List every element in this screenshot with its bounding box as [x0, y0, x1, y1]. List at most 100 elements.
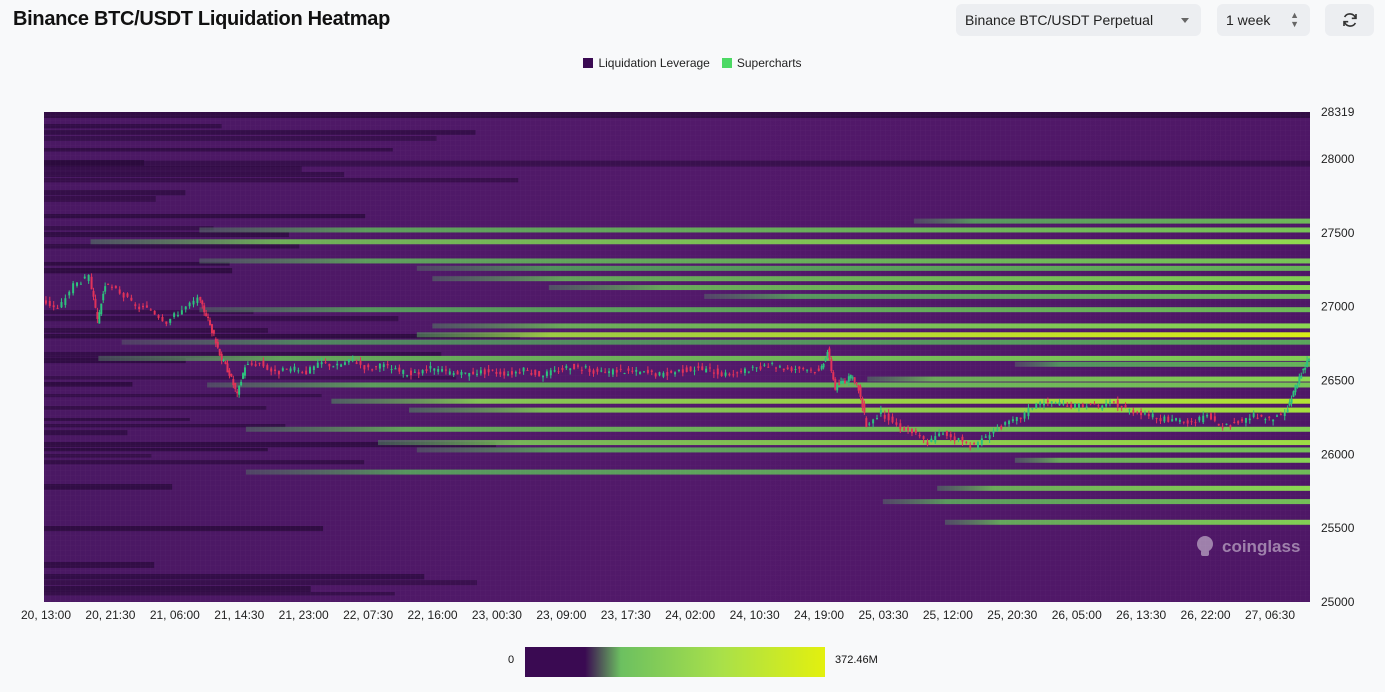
candle-body — [861, 398, 864, 408]
candle-body — [476, 373, 479, 375]
candle-body — [720, 372, 723, 377]
refresh-button[interactable] — [1325, 4, 1374, 36]
candle-body — [1175, 418, 1178, 421]
candle-body — [522, 367, 525, 372]
candle-body — [782, 368, 785, 371]
candle-body — [487, 369, 490, 373]
candle-body — [161, 316, 164, 322]
candle-body — [1283, 412, 1286, 416]
candle-body — [130, 297, 133, 301]
candle-body — [324, 362, 327, 364]
candle-body — [662, 372, 665, 377]
candle-body — [1000, 425, 1003, 429]
candle-body — [258, 362, 261, 364]
candle-body — [56, 307, 59, 309]
candle-body — [910, 428, 913, 434]
candle-body — [98, 312, 101, 324]
candle-body — [817, 368, 820, 371]
candle-body — [842, 380, 845, 384]
candle-body — [409, 370, 412, 376]
scale-max-label: 372.46M — [835, 654, 878, 666]
candle-body — [1132, 410, 1135, 414]
candle-body — [918, 435, 921, 437]
candle-body — [199, 296, 202, 301]
candle-body — [328, 363, 331, 367]
candle-body — [94, 298, 97, 308]
candle-body — [188, 302, 191, 307]
candle-body — [336, 363, 339, 366]
candle-body — [836, 384, 839, 391]
candle-body — [1109, 401, 1112, 403]
candle-body — [479, 370, 482, 374]
candle-body — [976, 442, 979, 448]
y-tick-label: 27500 — [1321, 226, 1355, 240]
candle-body — [1058, 402, 1061, 406]
candle-body — [1046, 400, 1049, 403]
candle-body — [863, 403, 866, 413]
candle-body — [771, 362, 774, 364]
candle-body — [425, 369, 428, 372]
y-tick-label: 25500 — [1321, 521, 1355, 535]
candle-body — [1031, 408, 1034, 410]
legend-item-liquidation[interactable]: Liquidation Leverage — [583, 56, 710, 70]
candle-body — [102, 293, 105, 301]
candle-body — [809, 369, 812, 371]
candle-body — [1244, 418, 1247, 423]
page-title: Binance BTC/USDT Liquidation Heatmap — [13, 8, 391, 30]
x-tick-label: 25, 12:00 — [923, 608, 973, 622]
candle-body — [843, 380, 846, 383]
candle-body — [615, 369, 618, 373]
candle-body — [205, 313, 208, 317]
candle-body — [879, 410, 882, 414]
candle-body — [865, 418, 868, 427]
heatmap-chart[interactable]: 28319 28000 27500 27000 26500 26000 25500 25000… — [0, 95, 1385, 630]
candle-body — [553, 370, 556, 372]
candle-body — [157, 315, 160, 318]
candle-body — [705, 368, 708, 373]
candle-body — [220, 353, 223, 361]
x-tick-label: 23, 00:30 — [472, 608, 522, 622]
candle-body — [984, 436, 987, 438]
candle-body — [549, 370, 552, 376]
candle-body — [895, 422, 898, 425]
candle-body — [1209, 413, 1212, 420]
candle-body — [1221, 426, 1224, 429]
candle-body — [495, 372, 498, 374]
candle-body — [293, 366, 296, 371]
candle-body — [857, 384, 860, 391]
candle-body — [242, 373, 245, 379]
candle-body — [138, 306, 141, 310]
candle-body — [79, 283, 82, 285]
candle-body — [238, 385, 241, 395]
candle-body — [859, 386, 862, 397]
candle-body — [1050, 401, 1053, 404]
candle-body — [887, 413, 890, 421]
candle-body — [666, 372, 669, 376]
candle-body — [402, 370, 405, 374]
candle-body — [464, 372, 467, 374]
candle-body — [834, 378, 837, 390]
candle-body — [52, 305, 55, 308]
legend-item-supercharts[interactable]: Supercharts — [721, 56, 802, 70]
symbol-select[interactable]: Binance BTC/USDT Perpetual — [956, 4, 1201, 36]
candle-body — [949, 434, 952, 438]
candle-body — [274, 369, 277, 372]
candle-body — [246, 364, 249, 366]
candle-body — [468, 372, 471, 377]
x-tick-label: 21, 06:00 — [150, 608, 200, 622]
candle-body — [775, 367, 778, 369]
candle-body — [1140, 410, 1143, 416]
candle-body — [104, 286, 107, 292]
candle-body — [1085, 406, 1088, 408]
candle-body — [355, 362, 358, 364]
candle-body — [243, 367, 246, 376]
candle-body — [872, 419, 875, 424]
candle-body — [210, 324, 213, 334]
candle-body — [153, 310, 156, 315]
period-select[interactable]: 1 week ▲ ▼ — [1217, 4, 1310, 36]
x-tick-label: 26, 22:00 — [1181, 608, 1231, 622]
x-tick-label: 24, 10:30 — [730, 608, 780, 622]
candle-body — [1308, 358, 1311, 361]
x-tick-label: 27, 06:30 — [1245, 608, 1295, 622]
candle-body — [1272, 419, 1275, 422]
